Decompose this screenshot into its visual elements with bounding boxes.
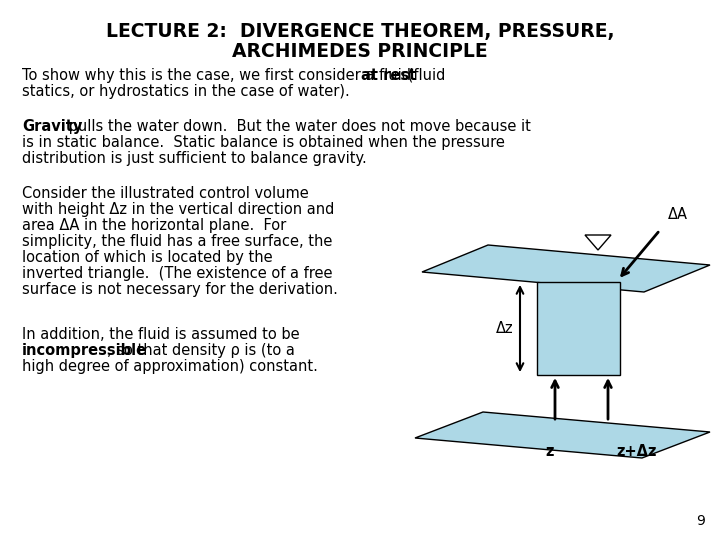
Text: location of which is located by the: location of which is located by the (22, 251, 273, 265)
Text: ΔA: ΔA (668, 207, 688, 222)
Text: distribution is just sufficient to balance gravity.: distribution is just sufficient to balan… (22, 151, 366, 166)
Text: surface is not necessary for the derivation.: surface is not necessary for the derivat… (22, 282, 338, 298)
Polygon shape (415, 412, 710, 458)
Bar (537, 282, 620, 375)
Text: LECTURE 2:  DIVERGENCE THEOREM, PRESSURE,: LECTURE 2: DIVERGENCE THEOREM, PRESSURE, (106, 22, 614, 41)
Text: , so that density ρ is (to a: , so that density ρ is (to a (107, 343, 294, 358)
Text: To show why this is the case, we first consider a fluid: To show why this is the case, we first c… (22, 68, 415, 83)
Text: at rest: at rest (361, 68, 416, 83)
Text: is in static balance.  Static balance is obtained when the pressure: is in static balance. Static balance is … (22, 135, 505, 150)
Text: Gravity: Gravity (22, 119, 82, 134)
Text: simplicity, the fluid has a free surface, the: simplicity, the fluid has a free surface… (22, 234, 333, 249)
Text: pulls the water down.  But the water does not move because it: pulls the water down. But the water does… (64, 119, 531, 134)
Text: Consider the illustrated control volume: Consider the illustrated control volume (22, 186, 309, 201)
Text: In addition, the fluid is assumed to be: In addition, the fluid is assumed to be (22, 327, 300, 342)
Text: z+Δz: z+Δz (616, 444, 657, 459)
Text: 9: 9 (696, 514, 705, 528)
Text: z: z (546, 444, 554, 459)
Text: statics, or hydrostatics in the case of water).: statics, or hydrostatics in the case of … (22, 84, 350, 99)
Text: area ΔA in the horizontal plane.  For: area ΔA in the horizontal plane. For (22, 218, 287, 233)
Text: ARCHIMEDES PRINCIPLE: ARCHIMEDES PRINCIPLE (232, 42, 488, 61)
Text: inverted triangle.  (The existence of a free: inverted triangle. (The existence of a f… (22, 266, 333, 281)
Text: incompressible: incompressible (22, 343, 147, 358)
Text: with height Δz in the vertical direction and: with height Δz in the vertical direction… (22, 202, 334, 218)
Text: (fluid: (fluid (403, 68, 446, 83)
Polygon shape (585, 235, 611, 250)
Polygon shape (422, 245, 710, 292)
Text: Δz: Δz (496, 321, 514, 336)
Text: high degree of approximation) constant.: high degree of approximation) constant. (22, 359, 318, 374)
